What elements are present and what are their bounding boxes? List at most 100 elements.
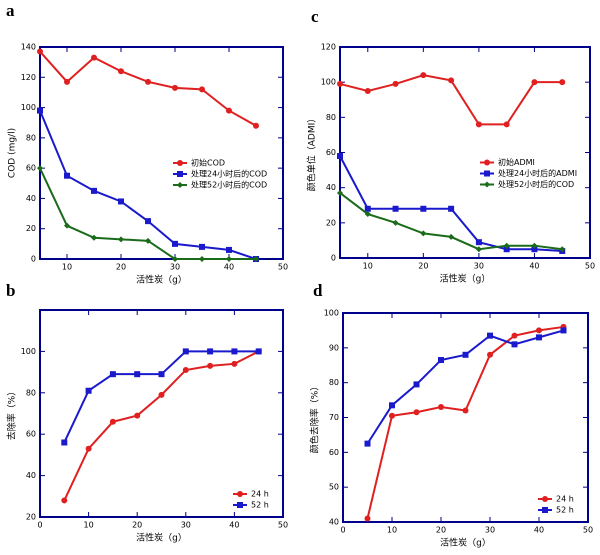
y-tick-label: 140 [21,43,36,52]
marker [536,327,542,334]
x-tick-label: 0 [37,521,42,530]
x-tick-label: 50 [278,521,288,530]
x-tick-label: 20 [418,262,428,271]
marker [253,122,259,129]
marker [420,72,427,79]
marker [134,412,141,419]
y-axis-label: 颜色去除率（%） [309,382,321,454]
marker [487,351,493,358]
y-tick-label: 120 [321,43,336,52]
x-tick-label: 50 [583,526,593,535]
y-tick-label: 60 [326,148,336,157]
marker [85,387,92,394]
marker [118,68,124,75]
x-tick-label: 30 [474,262,484,271]
legend-label: 52 h [556,506,574,515]
y-tick-label: 120 [21,73,36,82]
legend-label: 24 h [556,495,574,504]
marker [177,171,183,177]
x-tick-label: 30 [485,526,495,535]
y-tick-label: 40 [26,194,36,203]
marker [364,205,371,212]
marker [237,491,243,497]
legend-label: 处理24小时后的COD [191,169,267,179]
marker [337,80,343,87]
marker [237,502,243,508]
panel-label: b [6,281,15,300]
marker [438,404,444,411]
marker [559,246,566,253]
y-tick-label: 90 [329,343,339,352]
marker [392,205,399,212]
marker [177,160,183,166]
y-tick-label: 20 [326,218,336,227]
x-axis-label: 活性炭（g） [136,532,187,544]
y-tick-label: 40 [329,518,339,527]
plot-frame [39,309,284,518]
marker [134,371,141,378]
marker [255,348,262,355]
marker [145,78,151,85]
marker [438,357,444,364]
marker [475,246,482,253]
marker [389,402,395,409]
marker [475,121,482,128]
marker [118,236,124,243]
marker [109,371,116,378]
marker [389,412,395,419]
x-tick-label: 40 [229,521,239,530]
y-tick-label: 0 [31,255,36,264]
marker [182,367,189,374]
panel-label: a [6,1,15,20]
y-tick-label: 80 [26,388,36,397]
marker [337,189,343,196]
marker [511,341,518,348]
x-tick-label: 40 [529,262,539,271]
marker [231,348,238,355]
marker [199,86,205,93]
x-tick-label: 10 [387,526,397,535]
marker [37,48,43,55]
plot-frame [39,46,284,260]
marker [199,243,205,250]
y-tick-label: 60 [329,448,339,457]
x-tick-label: 30 [170,263,180,272]
marker [462,351,469,358]
plot-frame [342,312,589,523]
y-tick-label: 100 [21,103,36,112]
y-tick-label: 0 [331,254,336,263]
marker [145,237,151,244]
marker [337,153,343,160]
marker [61,497,68,504]
marker [531,246,538,253]
marker [420,230,427,237]
marker [503,242,510,249]
y-tick-label: 60 [26,430,36,439]
marker [511,332,518,339]
marker [413,409,420,416]
y-tick-label: 60 [26,164,36,173]
y-tick-label: 50 [329,483,339,492]
x-axis-label: 活性炭（g） [440,273,491,285]
marker [231,360,238,367]
marker [531,79,538,86]
x-tick-label: 50 [585,262,595,271]
marker [364,515,371,522]
x-tick-label: 0 [340,526,345,535]
legend-label: 初始ADMI [498,157,535,167]
marker [487,332,493,339]
marker [182,348,189,355]
y-tick-label: 100 [321,78,336,87]
marker [503,246,510,253]
x-tick-label: 20 [116,263,126,272]
marker [531,242,538,249]
marker [475,239,482,246]
legend-label: 24 h [251,490,269,499]
marker [109,418,116,425]
x-tick-label: 10 [62,263,72,272]
marker [91,54,97,61]
marker [392,80,399,87]
series-line [366,329,564,445]
marker [542,507,548,513]
x-axis-label: 活性炭（g） [136,274,187,286]
